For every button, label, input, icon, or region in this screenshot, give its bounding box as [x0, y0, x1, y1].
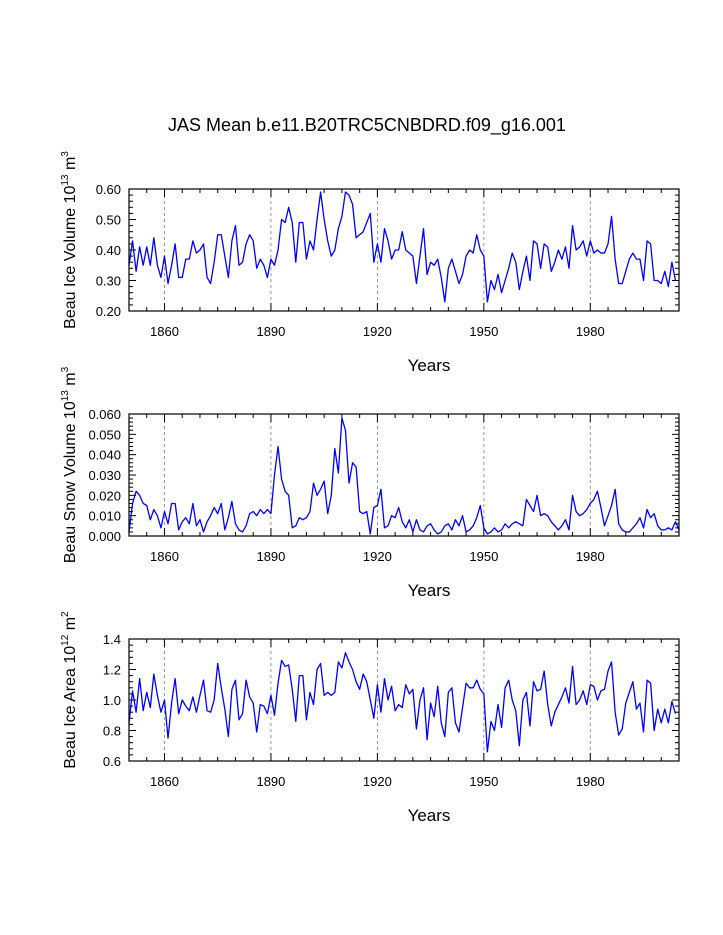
- y-axis-label-exponent: 12: [60, 634, 71, 646]
- x-tick-label: 1890: [256, 549, 285, 564]
- y-tick-label: 0.020: [88, 488, 121, 503]
- y-tick-label: 0.30: [96, 274, 121, 289]
- plot-frame: [128, 188, 680, 312]
- y-axis-label-text: m: [62, 617, 79, 635]
- x-tick-label: 1920: [363, 324, 392, 339]
- x-tick-label: 1950: [469, 549, 498, 564]
- y-tick-label: 0.40: [96, 243, 121, 258]
- x-tick-label: 1980: [576, 549, 605, 564]
- beau-ice-volume-series-line: [128, 191, 677, 303]
- y-tick-label: 0.040: [88, 448, 121, 463]
- y-tick-label: 0.010: [88, 509, 121, 524]
- x-tick-label: 1920: [363, 774, 392, 789]
- x-tick-label: 1980: [576, 774, 605, 789]
- beau-snow-volume-series-line: [128, 417, 680, 535]
- y-tick-label: 0.030: [88, 468, 121, 483]
- x-tick-label: 1980: [576, 324, 605, 339]
- x-tick-label: 1860: [150, 774, 179, 789]
- y-axis-label-exponent: 3: [60, 151, 71, 157]
- x-axis-label: Years: [408, 806, 451, 825]
- y-tick-label: 1.4: [103, 632, 121, 647]
- beau-ice-area-panel: 1860 1890 1920 1950 1980 0.6 0.8 1.0 1.2 1.4 Years…: [60, 611, 680, 825]
- y-tick-label: 0.20: [96, 304, 121, 319]
- y-axis-label-exponent: 13: [60, 174, 71, 186]
- y-tick-label: 0.60: [96, 182, 121, 197]
- y-axis-label-text: Beau Ice Volume 10: [62, 186, 79, 329]
- y-axis-label: Beau Ice Area 1012 m2: [60, 611, 79, 769]
- x-tick-label: 1890: [256, 774, 285, 789]
- figure-title: JAS Mean b.e11.B20TRC5CNBDRD.f09_g16.001: [168, 115, 566, 136]
- x-tick-label: 1890: [256, 324, 285, 339]
- x-axis-label: Years: [408, 581, 451, 600]
- y-tick-label: 0.50: [96, 213, 121, 228]
- y-axis-label-text: Beau Ice Area 10: [62, 646, 79, 769]
- y-tick-label: 0.8: [103, 724, 121, 739]
- x-tick-label: 1950: [469, 774, 498, 789]
- y-axis-label-text: m: [62, 372, 79, 390]
- x-axis-label: Years: [408, 356, 451, 375]
- y-tick-label: 0.6: [103, 754, 121, 769]
- plot-frame: [128, 638, 680, 762]
- y-axis-label: Beau Ice Volume 1013 m3: [60, 151, 79, 329]
- y-axis-label-exponent: 2: [60, 611, 71, 617]
- y-tick-label: 0.060: [88, 407, 121, 422]
- y-tick-label: 1.2: [103, 663, 121, 678]
- y-axis-label-text: Beau Snow Volume 10: [62, 401, 79, 563]
- x-tick-label: 1950: [469, 324, 498, 339]
- beau-ice-area-series-line: [128, 652, 677, 753]
- y-tick-label: 0.050: [88, 427, 121, 442]
- y-axis-label-text: m: [62, 157, 79, 175]
- x-tick-label: 1860: [150, 549, 179, 564]
- x-tick-label: 1920: [363, 549, 392, 564]
- panels: 1860 1890 1920 1950 19800.200.300.400.500.60…: [60, 151, 680, 825]
- beau-snow-volume-panel: 1860 1890 1920 1950 1980 0.000 0.010 0.020 0.030…: [60, 366, 680, 600]
- y-axis-label: Beau Snow Volume 1013 m3: [60, 366, 79, 563]
- y-axis-label-exponent: 3: [60, 366, 71, 372]
- x-tick-label: 1860: [150, 324, 179, 339]
- y-axis-label-exponent: 13: [60, 390, 71, 402]
- plot-frame: [128, 413, 680, 537]
- beau-ice-volume-panel: 1860 1890 1920 1950 1980 0.20 0.30 0.40 0.50 0.60…: [60, 151, 680, 375]
- y-tick-label: 1.0: [103, 693, 121, 708]
- y-tick-label: 0.000: [88, 529, 121, 544]
